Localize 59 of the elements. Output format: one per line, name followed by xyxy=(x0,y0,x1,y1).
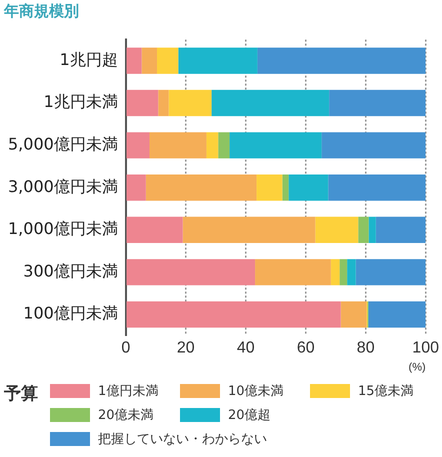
y-tick-label: 100億円未満 xyxy=(23,304,118,323)
bar xyxy=(315,216,358,243)
legend-label: 1億円未満 xyxy=(98,383,158,400)
y-tick-label: 3,000億円未満 xyxy=(8,176,118,196)
legend-label: 15億未満 xyxy=(358,383,414,400)
bar xyxy=(156,48,178,74)
y-tick-label: 1兆円未満 xyxy=(44,92,118,112)
bar xyxy=(126,216,183,243)
legend-label: 把握していない・わからない xyxy=(98,431,267,448)
bar xyxy=(126,259,256,286)
y-tick-label: 5,000億円未満 xyxy=(8,134,118,154)
bar xyxy=(126,132,150,158)
x-tick-label: 80 xyxy=(356,340,375,357)
bar xyxy=(230,132,322,158)
y-tick-label: 1,000億円未満 xyxy=(8,219,118,238)
legend-label: 20億超 xyxy=(228,407,271,424)
x-tick-label: 0 xyxy=(121,340,130,357)
bar xyxy=(340,301,367,328)
bar xyxy=(146,174,257,201)
x-tick-label: 60 xyxy=(296,340,315,357)
legend-label: 10億未満 xyxy=(228,383,284,400)
bar xyxy=(356,259,426,286)
y-tick-label: 1兆円超 xyxy=(60,50,118,69)
x-tick-label: 40 xyxy=(236,340,255,357)
bar xyxy=(288,174,328,201)
bar xyxy=(329,90,426,116)
legend-title: 予算 xyxy=(4,383,39,406)
bar xyxy=(358,216,369,243)
bar xyxy=(255,259,331,286)
bar xyxy=(256,174,282,201)
x-axis-title: (%) xyxy=(408,361,426,374)
bar xyxy=(328,174,426,201)
x-tick-label: 20 xyxy=(176,340,195,357)
bar xyxy=(322,132,426,158)
bar xyxy=(212,90,330,116)
bar xyxy=(142,48,157,74)
bar xyxy=(206,132,218,158)
bar xyxy=(218,132,230,158)
bar xyxy=(376,216,426,243)
bar xyxy=(257,48,426,74)
legend-label: 20億未満 xyxy=(98,407,154,424)
bar xyxy=(347,259,356,286)
x-tick-label: 100 xyxy=(412,340,440,357)
bar xyxy=(126,48,142,74)
bar xyxy=(126,90,158,116)
bar xyxy=(126,174,146,201)
y-tick-label: 300億円未満 xyxy=(23,261,118,280)
bar xyxy=(158,90,169,116)
bar xyxy=(149,132,206,158)
bar xyxy=(178,48,258,74)
chart-title: 年商規模別 xyxy=(4,2,79,21)
bar xyxy=(126,301,341,328)
bar xyxy=(182,216,316,243)
bar xyxy=(340,259,348,286)
bar xyxy=(330,259,340,286)
bar xyxy=(168,90,212,116)
bar xyxy=(368,301,426,328)
bar xyxy=(282,174,289,201)
bar xyxy=(368,216,376,243)
